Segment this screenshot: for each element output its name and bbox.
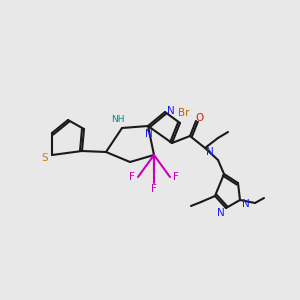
Text: N: N (217, 208, 225, 218)
Text: N: N (206, 147, 214, 157)
Text: S: S (42, 153, 48, 163)
Text: F: F (151, 184, 157, 194)
Text: NH: NH (111, 115, 125, 124)
Text: N: N (242, 199, 250, 209)
Text: O: O (196, 113, 204, 123)
Text: N: N (145, 129, 153, 139)
Text: F: F (129, 172, 135, 182)
Text: N: N (167, 106, 175, 116)
Text: Br: Br (178, 108, 190, 118)
Text: F: F (173, 172, 179, 182)
